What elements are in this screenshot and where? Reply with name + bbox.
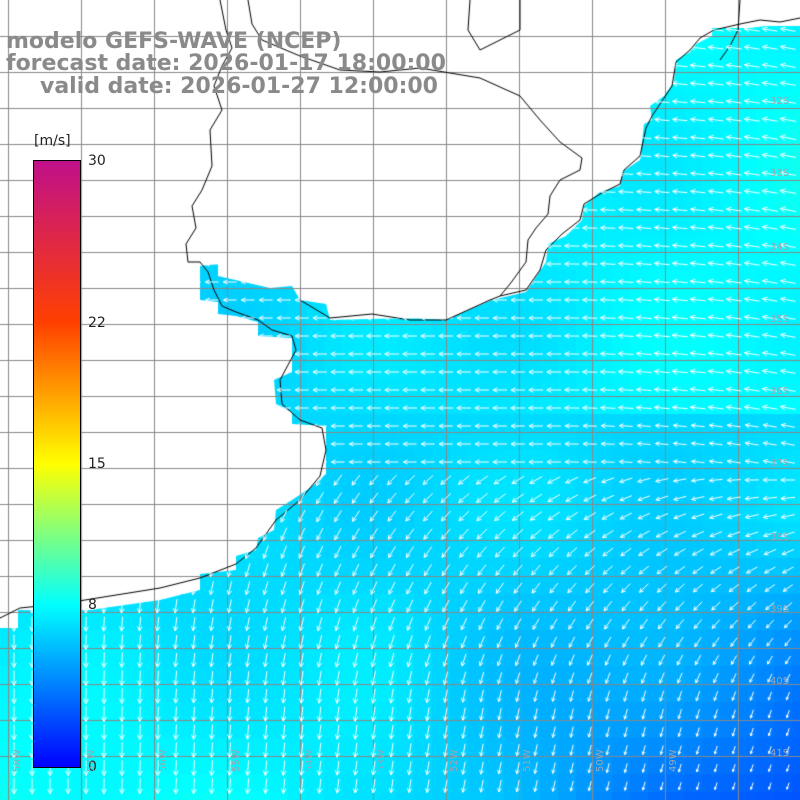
longitude-label: 52W [449,749,460,772]
latitude-label: 35S [770,314,790,325]
longitude-label: 57W [86,749,97,772]
forecast-date: forecast date: 2026-01-17 18:00:00 [6,51,446,76]
latitude-label: 33S [770,168,790,179]
longitude-label: 51W [522,749,533,772]
latitude-label: 34S [770,242,790,253]
colorbar-tick-label: 30 [88,153,106,169]
valid-date: valid date: 2026-01-27 12:00:00 [40,74,438,99]
model-title: modelo GEFS-WAVE (NCEP) [6,29,342,54]
latitude-label: 36S [770,386,790,397]
colorbar-tick-label: 8 [88,597,97,614]
colorbar-unit: [m/s] [34,133,71,149]
latitude-label: 32S [770,96,790,107]
longitude-label: 58W [12,749,23,772]
latitude-label: 37S [770,458,790,469]
latitude-label: 39S [770,604,790,615]
latitude-label: 40S [770,676,790,687]
longitude-label: 56W [158,749,169,772]
latitude-label: 38S [770,532,790,543]
longitude-label: 53W [376,749,387,772]
colorbar-tick-label: 0 [88,759,97,775]
longitude-label: 54W [304,749,315,772]
colorbar-tick-label: 15 [88,456,106,472]
latitude-label: 41S [770,748,790,759]
colorbar-tick-label: 22 [88,314,106,331]
colorbar [33,160,81,768]
longitude-label: 49W [668,749,679,772]
longitude-label: 55W [231,749,242,772]
longitude-label: 50W [595,749,606,772]
